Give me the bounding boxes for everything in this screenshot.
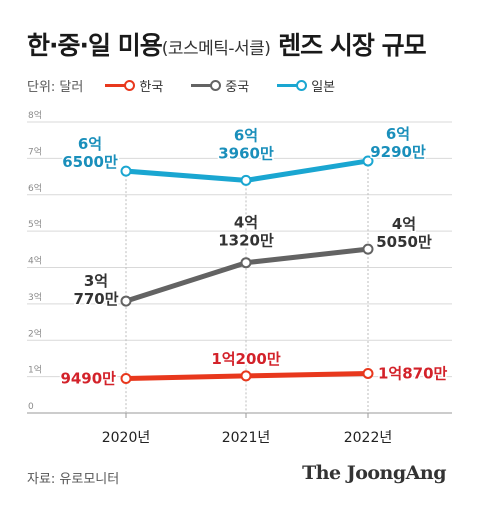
title-rest: 렌즈 시장 규모 bbox=[270, 31, 426, 60]
chart-title: 한·중·일 미용(코스메틱-서클) 렌즈 시장 규모 bbox=[27, 26, 427, 62]
source-note: 자료: 유로모니터 bbox=[27, 472, 120, 487]
legend-label-korea: 한국 bbox=[139, 80, 164, 95]
legend-label-japan: 일본 bbox=[311, 80, 336, 95]
data-label: 3억 bbox=[84, 272, 108, 290]
data-label: 1억870만 bbox=[378, 364, 448, 382]
data-point bbox=[362, 367, 374, 379]
data-label: 9290만 bbox=[370, 143, 426, 161]
data-point bbox=[362, 243, 374, 255]
x-tick-label: 2022년 bbox=[344, 430, 393, 446]
y-tick-label: 8억 bbox=[28, 109, 42, 121]
data-point bbox=[120, 165, 132, 177]
data-label: 4억 bbox=[392, 215, 416, 233]
y-tick-label: 1억 bbox=[28, 364, 42, 376]
data-point bbox=[362, 155, 374, 167]
data-label: 6500만 bbox=[62, 153, 118, 171]
legend-item-korea: 한국 bbox=[105, 76, 163, 95]
data-point bbox=[240, 370, 252, 382]
legend-label-china: 중국 bbox=[225, 80, 250, 95]
data-label: 6억 bbox=[78, 135, 102, 153]
legend: 단위: 달러 한국 중국 일본 bbox=[27, 76, 363, 95]
legend-swatch-korea bbox=[105, 80, 136, 91]
data-point bbox=[240, 257, 252, 269]
data-label: 1320만 bbox=[218, 232, 274, 250]
data-label: 6억 bbox=[234, 126, 258, 144]
data-point bbox=[120, 295, 132, 307]
y-tick-label: 3억 bbox=[28, 291, 42, 303]
unit-label: 단위: 달러 bbox=[27, 80, 84, 95]
legend-item-china: 중국 bbox=[191, 76, 249, 95]
legend-swatch-china bbox=[191, 80, 222, 91]
data-label: 6억 bbox=[386, 125, 410, 143]
legend-swatch-japan bbox=[277, 80, 308, 91]
y-tick-label: 0 bbox=[28, 402, 34, 412]
data-label: 770만 bbox=[73, 290, 118, 308]
data-label: 5050만 bbox=[376, 233, 432, 251]
data-point bbox=[120, 372, 132, 384]
y-tick-label: 2억 bbox=[28, 327, 42, 339]
y-tick-label: 4억 bbox=[28, 255, 42, 267]
x-tick-label: 2021년 bbox=[222, 430, 271, 446]
y-tick-label: 6억 bbox=[28, 182, 42, 194]
data-label: 3960만 bbox=[218, 144, 274, 162]
series-line-1 bbox=[123, 246, 371, 304]
y-tick-label: 7억 bbox=[28, 145, 42, 157]
data-point bbox=[240, 174, 252, 186]
brand-logo: The JoongAng bbox=[302, 462, 446, 484]
y-tick-label: 5억 bbox=[28, 218, 42, 230]
legend-item-japan: 일본 bbox=[277, 76, 335, 95]
title-sub: (코스메틱-서클) bbox=[161, 39, 271, 59]
data-label: 1억200만 bbox=[211, 350, 281, 368]
x-tick-label: 2020년 bbox=[102, 430, 151, 446]
data-label: 4억 bbox=[234, 214, 258, 232]
data-label: 9490만 bbox=[60, 369, 116, 387]
title-main: 한·중·일 미용 bbox=[27, 31, 163, 60]
